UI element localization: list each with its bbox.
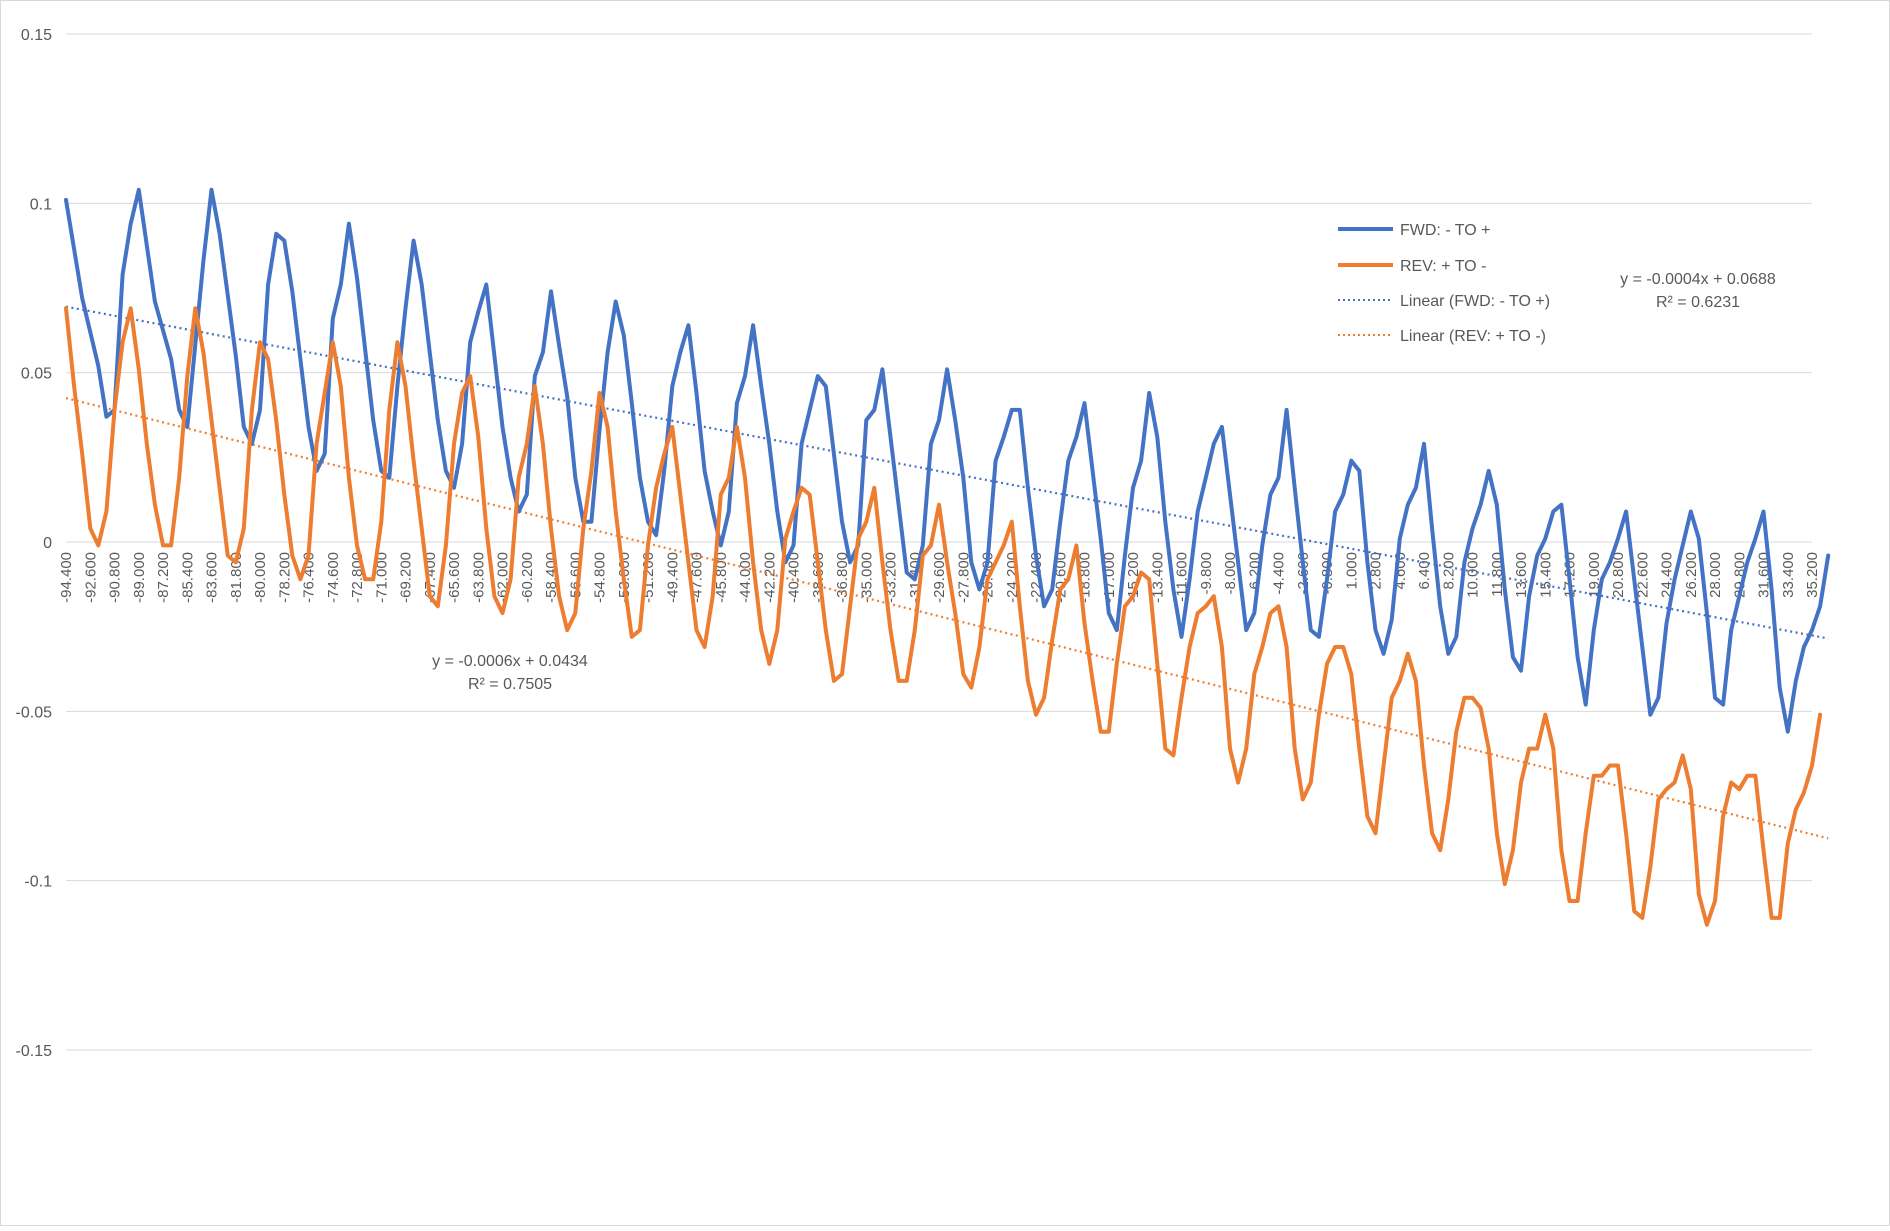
x-tick-label: 26.200 (1683, 552, 1700, 598)
x-tick-label: 1.000 (1343, 552, 1360, 590)
y-tick-label: -0.05 (16, 704, 53, 721)
x-tick-label: 6.400 (1416, 552, 1433, 590)
x-tick-label: 33.400 (1780, 552, 1797, 598)
x-tick-label: -69.200 (398, 552, 415, 603)
x-tick-label: 15.400 (1537, 552, 1554, 598)
x-tick-label: 28.000 (1707, 552, 1724, 598)
x-tick-label: -36.800 (834, 552, 851, 603)
trend-equation-fwd: y = -0.0004x + 0.0688 (1620, 271, 1776, 288)
x-tick-label: -90.800 (107, 552, 124, 603)
x-tick-label: -54.800 (592, 552, 609, 603)
x-tick-label: -85.400 (179, 552, 196, 603)
legend-label-linear-rev: Linear (REV: + TO -) (1400, 328, 1546, 345)
x-tick-label: 10.000 (1465, 552, 1482, 598)
data-series (64, 187, 1831, 927)
y-tick-label: -0.1 (24, 874, 52, 891)
x-tick-label: -42.200 (761, 552, 778, 603)
x-tick-label: -94.400 (58, 552, 75, 603)
x-tick-label: -13.400 (1149, 552, 1166, 603)
x-tick-label: 13.600 (1513, 552, 1530, 598)
y-tick-label: 0.15 (21, 27, 52, 44)
x-tick-label: -15.200 (1125, 552, 1142, 603)
x-tick-label: 29.800 (1731, 552, 1748, 598)
x-tick-label: -35.000 (858, 552, 875, 603)
legend-item-fwd[interactable]: FWD: - TO + (1338, 222, 1491, 239)
series-line-rev (64, 306, 1823, 927)
x-tick-label: -80.000 (252, 552, 269, 603)
x-tick-label: -65.600 (446, 552, 463, 603)
x-tick-label: -4.400 (1271, 552, 1288, 595)
x-tick-label: 8.200 (1440, 552, 1457, 590)
x-tick-label: -9.800 (1198, 552, 1215, 595)
x-tick-label: -83.600 (204, 552, 221, 603)
legend-label-rev: REV: + TO - (1400, 258, 1486, 275)
series-line-fwd (64, 187, 1831, 734)
x-tick-label: -92.600 (82, 552, 99, 603)
trendline-fwd (65, 305, 1829, 640)
x-tick-label: -74.600 (325, 552, 342, 603)
legend-item-linear-rev[interactable]: Linear (REV: + TO -) (1338, 328, 1546, 345)
trend-r2-fwd: R² = 0.6231 (1656, 294, 1740, 311)
y-tick-label: 0.05 (21, 366, 52, 383)
x-tick-label: -81.800 (228, 552, 245, 603)
y-tick-label: 0 (43, 535, 52, 552)
x-tick-label: 22.600 (1634, 552, 1651, 598)
x-tick-label: 2.800 (1368, 552, 1385, 590)
legend-item-rev[interactable]: REV: + TO - (1338, 258, 1486, 275)
x-tick-label: -71.000 (373, 552, 390, 603)
x-tick-label: -8.000 (1222, 552, 1239, 595)
legend-item-linear-fwd[interactable]: Linear (FWD: - TO +) (1338, 293, 1550, 310)
trendline-rev (65, 396, 1829, 840)
y-tick-label: 0.1 (30, 196, 52, 213)
x-tick-label: -44.000 (737, 552, 754, 603)
x-tick-label: -89.000 (131, 552, 148, 603)
x-tick-label: -87.200 (155, 552, 172, 603)
x-tick-label: -40.400 (786, 552, 803, 603)
y-tick-label: -0.15 (16, 1043, 53, 1060)
x-tick-label: -29.600 (931, 552, 948, 603)
x-tick-label: -78.200 (276, 552, 293, 603)
x-tick-label: 19.000 (1586, 552, 1603, 598)
trend-equation-rev: y = -0.0006x + 0.0434 (432, 653, 588, 670)
x-tick-label: -27.800 (955, 552, 972, 603)
x-tick-label: -60.200 (519, 552, 536, 603)
x-axis-ticks: -94.400 -92.600 -90.800 -89.000 -87.200 -85.4… (58, 552, 1821, 603)
x-tick-label: 35.200 (1804, 552, 1821, 598)
trend-r2-rev: R² = 0.7505 (468, 676, 552, 693)
x-tick-label: 24.400 (1659, 552, 1676, 598)
x-tick-label: 20.800 (1610, 552, 1627, 598)
x-tick-label: -63.800 (470, 552, 487, 603)
legend: FWD: - TO + REV: + TO - Linear (FWD: - T… (1338, 222, 1550, 345)
legend-label-linear-fwd: Linear (FWD: - TO +) (1400, 293, 1550, 310)
x-tick-label: -49.400 (664, 552, 681, 603)
trendlines (65, 305, 1829, 840)
y-axis-ticks: 0.15 0.1 0.05 0 -0.05 -0.1 -0.15 (16, 27, 53, 1060)
legend-label-fwd: FWD: - TO + (1400, 222, 1491, 239)
